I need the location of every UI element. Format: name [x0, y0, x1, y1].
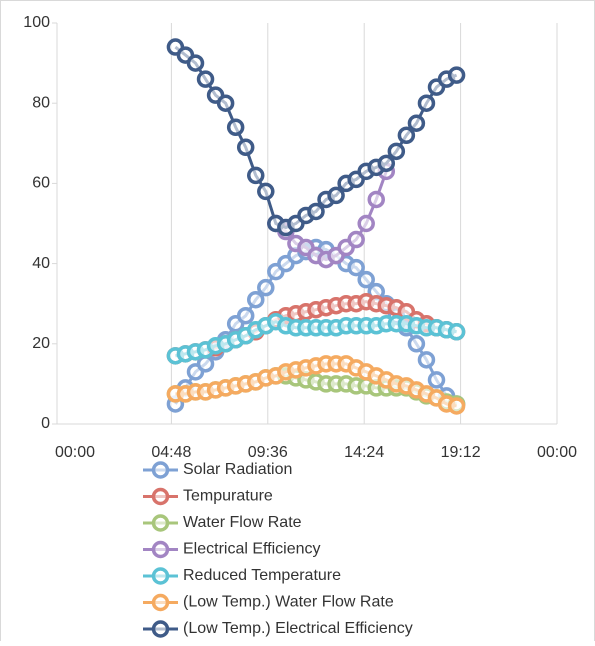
legend-label: Electrical Efficiency	[183, 541, 321, 558]
marker	[407, 114, 426, 132]
marker	[397, 126, 416, 145]
x-tick-label: 14:24	[344, 444, 384, 461]
marker	[196, 70, 215, 88]
legend-label: Tempurature	[183, 488, 273, 505]
legend-marker	[151, 593, 170, 612]
legend-marker	[151, 540, 170, 559]
marker	[247, 290, 265, 309]
marker	[447, 397, 466, 415]
x-tick-label: 00:00	[537, 444, 577, 461]
marker	[417, 351, 436, 369]
marker	[417, 94, 436, 112]
marker	[387, 142, 406, 161]
legend-marker	[151, 620, 170, 638]
legend-label: Reduced Temperature	[183, 567, 341, 584]
legend-label: Solar Radiation	[183, 461, 292, 478]
marker	[447, 323, 466, 341]
legend-label: (Low Temp.) Water Flow Rate	[183, 594, 394, 611]
y-tick-label: 0	[41, 415, 50, 432]
legend-label: Water Flow Rate	[183, 514, 302, 531]
marker	[357, 214, 375, 233]
marker	[367, 190, 385, 209]
marker	[186, 54, 205, 72]
marker	[216, 94, 235, 112]
marker	[347, 258, 365, 277]
marker	[327, 186, 345, 205]
legend-marker	[151, 514, 170, 532]
legend-marker	[151, 461, 170, 479]
marker	[447, 66, 466, 84]
marker	[307, 202, 325, 221]
y-tick-label: 20	[32, 335, 50, 352]
marker	[247, 166, 265, 185]
marker	[236, 306, 255, 325]
marker	[357, 270, 375, 289]
marker	[257, 278, 275, 297]
marker	[347, 230, 365, 249]
marker	[257, 182, 275, 201]
x-tick-label: 09:36	[248, 444, 288, 461]
marker	[236, 138, 255, 157]
marker	[226, 118, 245, 137]
legend-marker	[151, 487, 170, 506]
marker	[377, 154, 396, 173]
y-tick-label: 100	[23, 14, 50, 31]
x-tick-label: 19:12	[441, 444, 481, 461]
y-tick-label: 60	[32, 175, 50, 192]
legend-marker	[151, 567, 170, 585]
marker	[427, 371, 446, 389]
marker	[407, 335, 426, 353]
x-tick-label: 00:00	[55, 444, 95, 461]
y-tick-label: 80	[32, 94, 50, 111]
marker	[196, 355, 215, 373]
x-tick-label: 04:48	[151, 444, 191, 461]
legend-label: (Low Temp.) Electrical Efficiency	[183, 620, 413, 637]
y-tick-label: 40	[32, 255, 50, 272]
